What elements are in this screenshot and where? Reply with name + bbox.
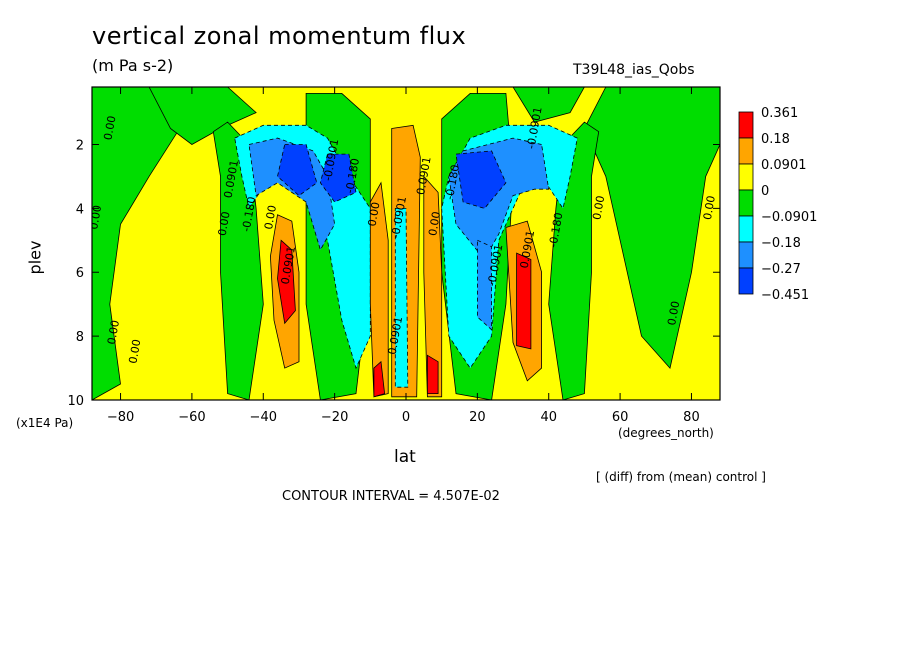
colorbar-swatch xyxy=(738,137,754,165)
contour-label: -0.180 xyxy=(547,212,566,249)
y-tick-label: 10 xyxy=(67,394,84,409)
x-axis-ticks: −80 −60 −40 −20 0 20 40 60 80 xyxy=(107,87,700,425)
y-tick-label: 8 xyxy=(76,330,84,345)
contour-region xyxy=(319,153,357,203)
colorbar-swatch xyxy=(738,163,754,191)
y-tick-label: 4 xyxy=(76,202,84,217)
colorbar-label: −0.0901 xyxy=(761,210,817,225)
y-axis-unit: (x1E4 Pa) xyxy=(16,416,74,430)
x-tick-label: 20 xyxy=(469,410,486,425)
x-axis-label: lat xyxy=(394,447,416,467)
contour-label: 0.00 xyxy=(216,211,233,237)
x-tick-label: 40 xyxy=(540,410,557,425)
colorbar-swatch xyxy=(738,189,754,217)
chart-units: (m Pa s-2) xyxy=(92,56,174,75)
contour-region xyxy=(394,208,409,388)
contour-label: -0.180 xyxy=(343,157,362,194)
colorbar-swatch xyxy=(738,215,754,243)
chart-title: vertical zonal momentum flux xyxy=(92,22,467,50)
contour-label: 0.00 xyxy=(426,211,443,237)
contour-label: 0.00 xyxy=(126,338,143,364)
colorbar-swatch xyxy=(738,111,754,139)
contour-region xyxy=(277,144,318,197)
diff-note: [ (diff) from (mean) control ] xyxy=(596,470,766,484)
contour-region xyxy=(277,239,296,325)
contour-region xyxy=(512,87,585,123)
contour-region xyxy=(427,354,439,394)
colorbar-label: 0.0901 xyxy=(761,158,807,173)
colorbar-label: −0.18 xyxy=(761,236,801,251)
colorbar-label: 0 xyxy=(761,184,769,199)
x-tick-label: −40 xyxy=(250,410,277,425)
contour-region xyxy=(373,360,386,398)
x-tick-label: −80 xyxy=(107,410,134,425)
contour-region xyxy=(583,87,720,369)
y-tick-label: 2 xyxy=(76,138,84,153)
contour-label: 0.00 xyxy=(105,319,122,345)
colorbar-swatch xyxy=(738,267,754,295)
colorbar-label: 0.361 xyxy=(761,106,798,121)
contour-label: 0.00 xyxy=(365,201,382,227)
contour-label: 0.00 xyxy=(701,195,718,221)
colorbar: 0.361 0.18 0.0901 0 −0.0901 −0.18 −0.27 −0.451 xyxy=(738,106,817,303)
contour-label: 0.00 xyxy=(101,115,118,141)
colorbar-swatch xyxy=(738,241,754,269)
contour-label: -0.180 xyxy=(240,196,259,233)
y-axis-ticks: 2 4 6 8 10 xyxy=(67,138,720,409)
x-tick-label: 60 xyxy=(612,410,629,425)
run-name: T39L48_ias_Qobs xyxy=(573,62,695,78)
contour-region xyxy=(455,150,507,209)
contour-region xyxy=(423,175,443,398)
x-tick-label: 80 xyxy=(683,410,700,425)
contour-label: 0.00 xyxy=(665,300,682,326)
x-tick-label: −20 xyxy=(321,410,348,425)
x-axis-unit: (degrees_north) xyxy=(618,426,714,440)
contour-label: 0.00 xyxy=(262,204,279,230)
y-tick-label: 6 xyxy=(76,266,84,281)
contour-interval: CONTOUR INTERVAL = 4.507E-02 xyxy=(282,489,500,504)
contour-fills xyxy=(92,87,720,400)
contour-region xyxy=(248,137,336,251)
contour-label: -0.180 xyxy=(443,164,462,201)
contour-label: 0.00 xyxy=(590,195,607,221)
x-tick-label: 0 xyxy=(402,410,410,425)
contour-region xyxy=(369,181,389,398)
colorbar-label: 0.18 xyxy=(761,132,790,147)
x-tick-label: −60 xyxy=(178,410,205,425)
colorbar-label: −0.451 xyxy=(761,288,809,303)
contour-region xyxy=(516,252,532,350)
contour-region xyxy=(477,239,492,331)
colorbar-label: −0.27 xyxy=(761,262,801,277)
